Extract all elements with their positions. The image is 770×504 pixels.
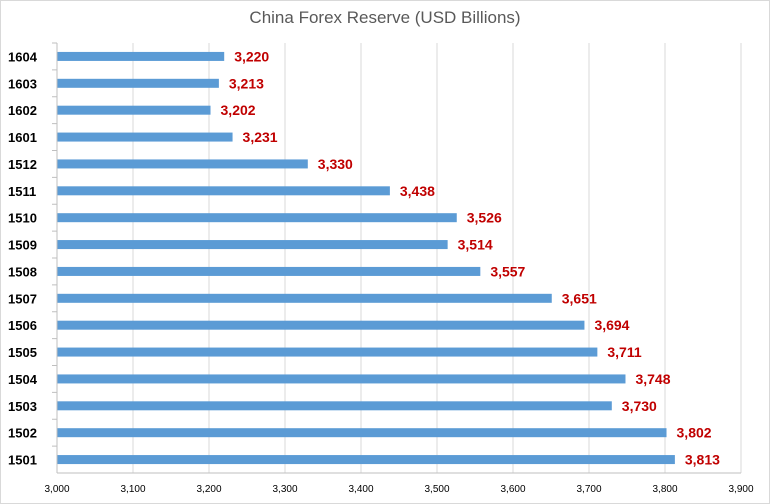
bar-1508 [57,266,481,276]
category-label-1503: 1503 [8,399,37,414]
bar-1601 [57,132,233,142]
category-label-1601: 1601 [8,130,37,145]
data-label-1602: 3,202 [221,102,256,118]
data-label-1501: 3,813 [685,452,720,468]
bar-1504 [57,374,626,384]
x-tick-label: 3,800 [652,484,677,495]
category-label-1603: 1603 [8,76,37,91]
category-label-1510: 1510 [8,211,37,226]
x-tick-label: 3,400 [348,484,373,495]
data-label-1506: 3,694 [594,317,629,333]
bar-1511 [57,186,390,196]
data-label-1604: 3,220 [234,48,269,64]
bar-1509 [57,240,448,250]
bar-1604 [57,51,225,61]
category-label-1602: 1602 [8,103,37,118]
x-tick-label: 3,100 [120,484,145,495]
data-label-1511: 3,438 [400,183,435,199]
bar-1505 [57,347,598,357]
x-tick-label: 3,700 [576,484,601,495]
bar-1506 [57,320,585,330]
chart-title: China Forex Reserve (USD Billions) [249,8,521,27]
bar-1512 [57,159,308,169]
labels: 3,000 3,100 3,200 3,300 3,400 3,500 3,600 3,700… [8,48,754,495]
data-label-1503: 3,730 [622,398,657,414]
bar-1603 [57,78,219,88]
bar-1502 [57,428,667,438]
category-label-1504: 1504 [8,372,38,387]
data-label-1510: 3,526 [467,210,502,226]
bar-1510 [57,213,457,223]
data-label-1512: 3,330 [318,156,353,172]
data-label-1504: 3,748 [635,371,670,387]
data-label-1603: 3,213 [229,75,264,91]
bar-1501 [57,455,675,465]
data-label-1507: 3,651 [562,290,597,306]
data-label-1509: 3,514 [458,237,493,253]
x-tick-label: 3,500 [424,484,449,495]
category-label-1502: 1502 [8,426,37,441]
category-label-1511: 1511 [8,184,36,199]
bars [57,51,675,465]
x-tick-label: 3,300 [272,484,297,495]
category-label-1505: 1505 [8,345,37,360]
x-tick-label: 3,000 [44,484,69,495]
bar-1503 [57,401,612,411]
category-label-1507: 1507 [8,291,37,306]
data-label-1508: 3,557 [490,263,525,279]
bar-1507 [57,293,552,303]
x-tick-label: 3,900 [728,484,753,495]
category-label-1512: 1512 [8,157,37,172]
bar-1602 [57,105,211,115]
data-label-1502: 3,802 [677,425,712,441]
category-label-1509: 1509 [8,238,37,253]
x-tick-label: 3,600 [500,484,525,495]
data-label-1505: 3,711 [607,344,641,360]
category-label-1506: 1506 [8,318,37,333]
category-label-1501: 1501 [8,453,37,468]
category-label-1508: 1508 [8,264,37,279]
x-tick-label: 3,200 [196,484,221,495]
category-label-1604: 1604 [8,49,38,64]
data-label-1601: 3,231 [243,129,278,145]
axes [52,42,741,474]
